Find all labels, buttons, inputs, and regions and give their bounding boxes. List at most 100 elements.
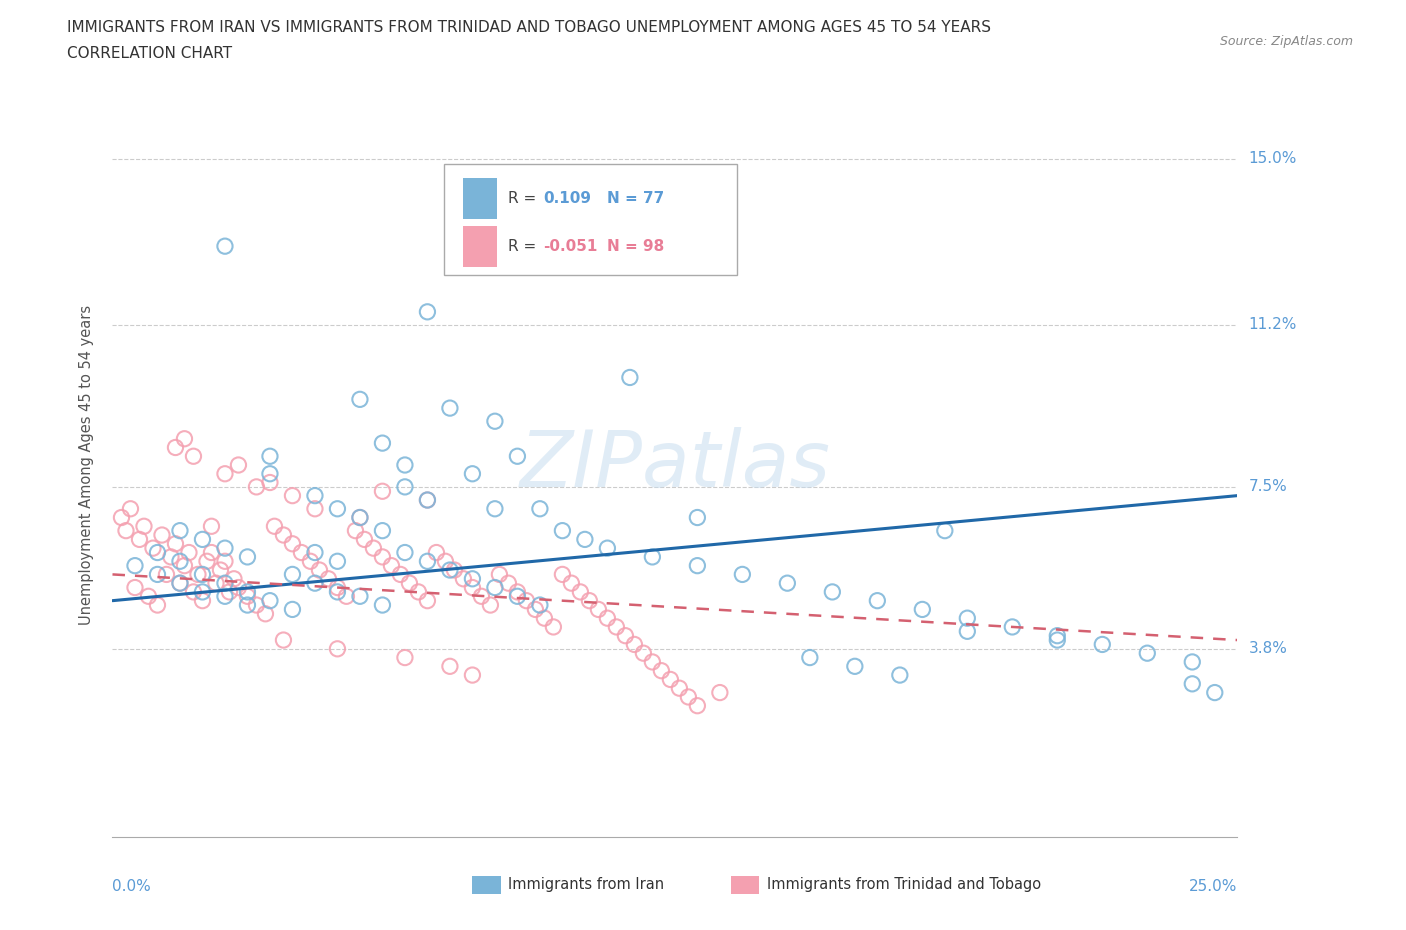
- Point: [308, 563, 330, 578]
- Point: [408, 584, 430, 599]
- Y-axis label: Unemployment Among Ages 45 to 54 years: Unemployment Among Ages 45 to 54 years: [79, 305, 94, 625]
- Point: [416, 493, 439, 508]
- Point: [138, 589, 160, 604]
- Point: [678, 689, 700, 704]
- Point: [245, 598, 267, 613]
- Point: [934, 524, 956, 538]
- Point: [245, 480, 267, 495]
- Point: [506, 449, 529, 464]
- Point: [551, 567, 574, 582]
- Point: [281, 488, 304, 503]
- Point: [187, 567, 209, 582]
- Point: [560, 576, 582, 591]
- Point: [506, 589, 529, 604]
- Point: [191, 532, 214, 547]
- Point: [461, 571, 484, 586]
- Point: [416, 304, 439, 319]
- Point: [461, 466, 484, 481]
- Text: R =: R =: [509, 239, 541, 254]
- Point: [956, 611, 979, 626]
- Point: [588, 602, 610, 617]
- Point: [169, 554, 191, 569]
- Point: [569, 584, 592, 599]
- Point: [236, 584, 259, 599]
- Point: [259, 466, 281, 481]
- Text: IMMIGRANTS FROM IRAN VS IMMIGRANTS FROM TRINIDAD AND TOBAGO UNEMPLOYMENT AMONG A: IMMIGRANTS FROM IRAN VS IMMIGRANTS FROM …: [67, 20, 991, 35]
- Point: [484, 580, 506, 595]
- Point: [304, 576, 326, 591]
- Point: [956, 624, 979, 639]
- Point: [128, 532, 150, 547]
- Point: [686, 510, 709, 525]
- Bar: [472, 876, 501, 895]
- Point: [349, 392, 371, 406]
- Point: [731, 567, 754, 582]
- Point: [124, 580, 146, 595]
- Point: [439, 563, 461, 578]
- Point: [273, 527, 295, 542]
- Point: [1136, 645, 1159, 660]
- Point: [596, 540, 619, 555]
- Point: [1204, 685, 1226, 700]
- Point: [150, 527, 173, 542]
- Point: [389, 567, 412, 582]
- Text: Immigrants from Iran: Immigrants from Iran: [509, 877, 665, 892]
- Point: [799, 650, 821, 665]
- Text: Source: ZipAtlas.com: Source: ZipAtlas.com: [1219, 35, 1353, 48]
- Point: [533, 611, 555, 626]
- Point: [259, 475, 281, 490]
- Point: [281, 537, 304, 551]
- Text: 7.5%: 7.5%: [1249, 479, 1286, 495]
- Point: [394, 458, 416, 472]
- Point: [1181, 676, 1204, 691]
- Text: N = 98: N = 98: [607, 239, 665, 254]
- Point: [524, 602, 547, 617]
- Point: [165, 537, 187, 551]
- Point: [236, 550, 259, 565]
- Point: [889, 668, 911, 683]
- Point: [236, 598, 259, 613]
- Point: [614, 629, 637, 644]
- Point: [191, 567, 214, 582]
- Point: [394, 545, 416, 560]
- Point: [214, 589, 236, 604]
- FancyBboxPatch shape: [444, 164, 737, 275]
- Point: [228, 458, 250, 472]
- Point: [488, 567, 510, 582]
- Point: [619, 370, 641, 385]
- Point: [394, 480, 416, 495]
- Point: [371, 598, 394, 613]
- Point: [443, 563, 465, 578]
- Point: [200, 545, 222, 560]
- Point: [146, 567, 169, 582]
- Point: [506, 584, 529, 599]
- Point: [686, 698, 709, 713]
- Point: [222, 571, 245, 586]
- Point: [543, 619, 565, 634]
- Point: [299, 554, 322, 569]
- Point: [259, 593, 281, 608]
- Point: [191, 593, 214, 608]
- Point: [173, 432, 195, 446]
- Point: [1181, 655, 1204, 670]
- Point: [169, 524, 191, 538]
- Point: [641, 550, 664, 565]
- Point: [228, 580, 250, 595]
- Point: [461, 580, 484, 595]
- Point: [142, 540, 165, 555]
- Point: [115, 524, 138, 538]
- Point: [453, 571, 475, 586]
- Text: 15.0%: 15.0%: [1249, 152, 1296, 166]
- Point: [191, 584, 214, 599]
- Text: N = 77: N = 77: [607, 191, 665, 206]
- Point: [515, 593, 537, 608]
- Text: 3.8%: 3.8%: [1249, 642, 1288, 657]
- Point: [439, 658, 461, 673]
- Text: 25.0%: 25.0%: [1189, 879, 1237, 894]
- Point: [641, 655, 664, 670]
- Point: [866, 593, 889, 608]
- Point: [578, 593, 600, 608]
- Point: [169, 576, 191, 591]
- Point: [273, 632, 295, 647]
- Point: [434, 554, 457, 569]
